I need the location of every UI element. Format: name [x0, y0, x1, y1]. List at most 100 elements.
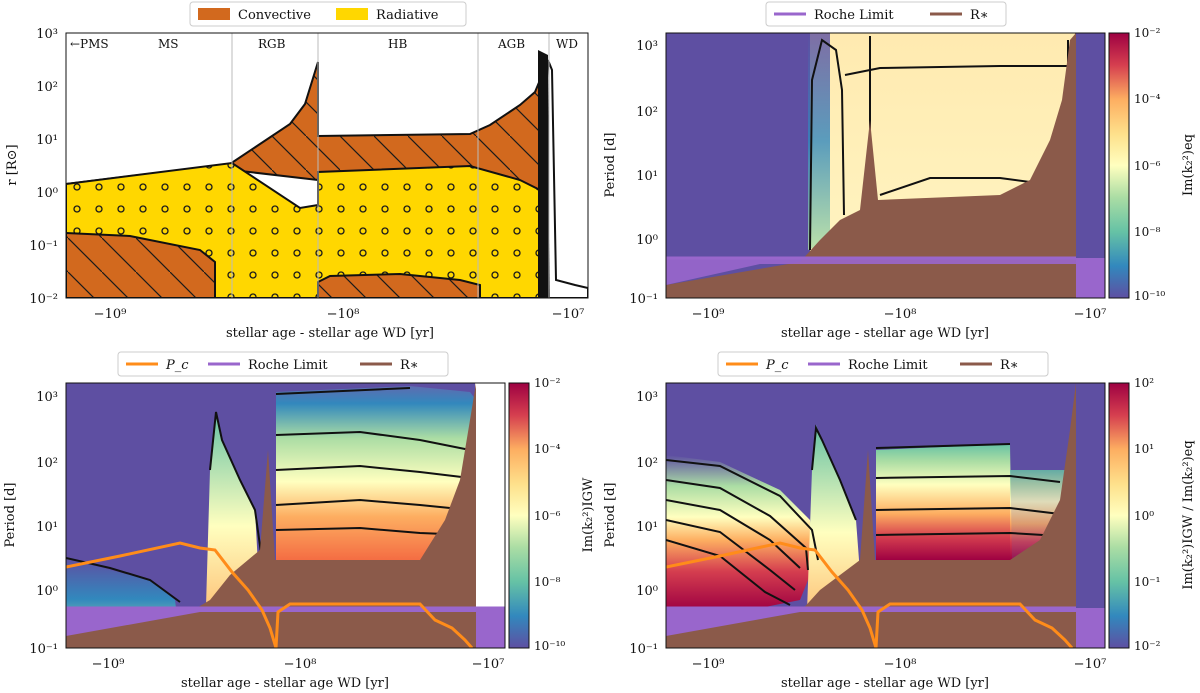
- panel-bottom-left: 10³ 10² 10¹ 10⁰ 10⁻¹ −10⁹ −10⁸ −10⁷ stel…: [3, 351, 596, 691]
- heatmap-main-band: [876, 444, 1012, 560]
- y-tick-label: 10⁰: [636, 584, 658, 599]
- phase-label-rgb: RGB: [258, 37, 286, 51]
- y-tick-label: 10⁻¹: [629, 642, 658, 657]
- x-axis-ticks: −10⁹ −10⁸ −10⁷: [94, 307, 585, 322]
- legend-label: R∗: [970, 8, 989, 23]
- legend: Roche Limit R∗: [765, 1, 1007, 27]
- colorbar-tick: 10⁻¹⁰: [534, 639, 565, 653]
- y-axis-label: r [R⊙]: [5, 144, 20, 185]
- legend-box: [189, 1, 467, 27]
- y-tick-label: 10⁻¹: [29, 642, 58, 657]
- roche-limit-tail: [476, 608, 505, 648]
- heatmap-main-band: [276, 386, 476, 560]
- contour-line: [275, 430, 471, 451]
- panel-top-right: 10³ 10² 10¹ 10⁰ 10⁻¹ −10⁹ −10⁸ −10⁷ stel…: [603, 1, 1196, 341]
- legend: P_c Roche Limit R∗: [117, 351, 449, 377]
- x-axis-ticks: −10⁹ −10⁸ −10⁷: [692, 657, 1107, 672]
- y-tick-label: 10³: [636, 39, 658, 54]
- phase-label-hb: HB: [388, 37, 407, 51]
- x-tick-label: −10⁹: [92, 657, 125, 672]
- y-axis-label: Period [d]: [603, 483, 618, 548]
- x-tick-label: −10⁷: [1074, 657, 1107, 672]
- legend-label: Roche Limit: [248, 358, 328, 373]
- x-tick-label: −10⁸: [884, 307, 917, 322]
- colorbar-ticks: 10⁻² 10⁻⁴ 10⁻⁶ 10⁻⁸ 10⁻¹⁰: [1134, 26, 1165, 303]
- y-tick-label: 10³: [636, 390, 658, 405]
- heatmap-blank: [475, 383, 505, 648]
- y-tick-label: 10¹: [36, 520, 58, 535]
- legend-label: Convective: [238, 8, 311, 23]
- x-tick-label: −10⁷: [1074, 307, 1107, 322]
- x-tick-label: −10⁸: [284, 657, 317, 672]
- contour-line: [844, 65, 1068, 76]
- roche-limit-area: [66, 608, 476, 636]
- colorbar-tick: 10⁻¹: [1134, 575, 1160, 589]
- convective-core-hb: [317, 272, 481, 298]
- x-tick-label: −10⁷: [472, 657, 505, 672]
- colorbar-tick: 10⁻⁴: [534, 442, 561, 456]
- phase-label-agb: AGB: [497, 37, 525, 51]
- colorbar-ticks: 10⁻² 10⁻⁴ 10⁻⁶ 10⁻⁸ 10⁻¹⁰: [534, 376, 565, 653]
- contour-line: [666, 479, 809, 571]
- legend: P_c Roche Limit R∗: [717, 351, 1049, 377]
- rstar-area: [666, 383, 1076, 648]
- y-axis-ticks: 10³ 10² 10¹ 10⁰ 10⁻¹: [629, 39, 658, 307]
- legend-label: P_c: [165, 358, 189, 373]
- colorbar-tick: 10⁻²: [534, 376, 561, 390]
- y-axis-label: Period [d]: [3, 483, 18, 548]
- phase-label-wd: WD: [556, 37, 578, 51]
- rstar-area: [66, 383, 476, 648]
- contour-line: [666, 539, 791, 606]
- agb-tip: [538, 50, 550, 298]
- x-tick-label: −10⁷: [552, 307, 585, 322]
- heatmap-edge: [808, 33, 830, 250]
- y-tick-label: 10⁰: [36, 186, 58, 201]
- colorbar-tick: 10⁻⁸: [534, 575, 561, 589]
- colorbar-tick: 10²: [1134, 376, 1154, 390]
- legend-label: Radiative: [376, 8, 439, 23]
- colorbar-tick: 10⁻²: [1134, 26, 1161, 40]
- y-tick-label: 10³: [36, 390, 58, 405]
- y-tick-label: 10⁻¹: [629, 292, 658, 307]
- colorbar-label: Im(k₂²)IGW: [581, 477, 596, 552]
- x-tick-label: −10⁸: [884, 657, 917, 672]
- colorbar: [1108, 32, 1130, 299]
- y-tick-label: 10¹: [36, 133, 58, 148]
- colorbar-tick: 10⁻⁶: [1134, 159, 1161, 173]
- colorbar-tick: 10⁰: [1134, 509, 1154, 523]
- pc-curve: [666, 541, 1074, 648]
- roche-limit-area: [666, 608, 1076, 636]
- x-axis-label: stellar age - stellar age WD [yr]: [181, 676, 389, 691]
- legend-label: Roche Limit: [848, 358, 928, 373]
- contour-line: [875, 474, 1061, 483]
- contour-line: [879, 177, 1053, 196]
- y-tick-label: 10⁻²: [29, 292, 58, 307]
- x-axis-label: stellar age - stellar age WD [yr]: [781, 676, 989, 691]
- heatmap-field: [666, 455, 816, 610]
- legend-swatch-radiative: [336, 8, 368, 20]
- roche-limit-tail: [1076, 258, 1105, 298]
- contour-line: [809, 38, 845, 251]
- legend-label: R∗: [1000, 358, 1019, 373]
- contour-line: [875, 443, 1011, 449]
- y-tick-label: 10⁰: [636, 233, 658, 248]
- contour-line: [666, 499, 801, 569]
- convective-core-ms: [66, 231, 216, 298]
- y-tick-label: 10²: [36, 456, 58, 471]
- colorbar-tick: 10⁻⁶: [534, 509, 561, 523]
- panel-bottom-right: 10³ 10² 10¹ 10⁰ 10⁻¹ −10⁹ −10⁸ −10⁷ stel…: [603, 351, 1196, 691]
- contour-line: [275, 464, 471, 479]
- legend-box: [717, 351, 1049, 377]
- x-tick-label: −10⁹: [692, 307, 725, 322]
- phase-label-ms: MS: [158, 37, 179, 51]
- y-tick-label: 10⁰: [36, 584, 58, 599]
- x-tick-label: −10⁹: [692, 657, 725, 672]
- colorbar-tick: 10⁻⁴: [1134, 92, 1161, 106]
- contour-line: [275, 387, 411, 395]
- colorbar-tick: 10¹: [1134, 442, 1154, 456]
- colorbar-label: Im(k₂²)IGW / Im(k₂²)eq: [1181, 440, 1196, 589]
- colorbar-tick: 10⁻²: [1134, 639, 1161, 653]
- contour-line: [209, 411, 263, 561]
- y-tick-label: 10¹: [636, 169, 658, 184]
